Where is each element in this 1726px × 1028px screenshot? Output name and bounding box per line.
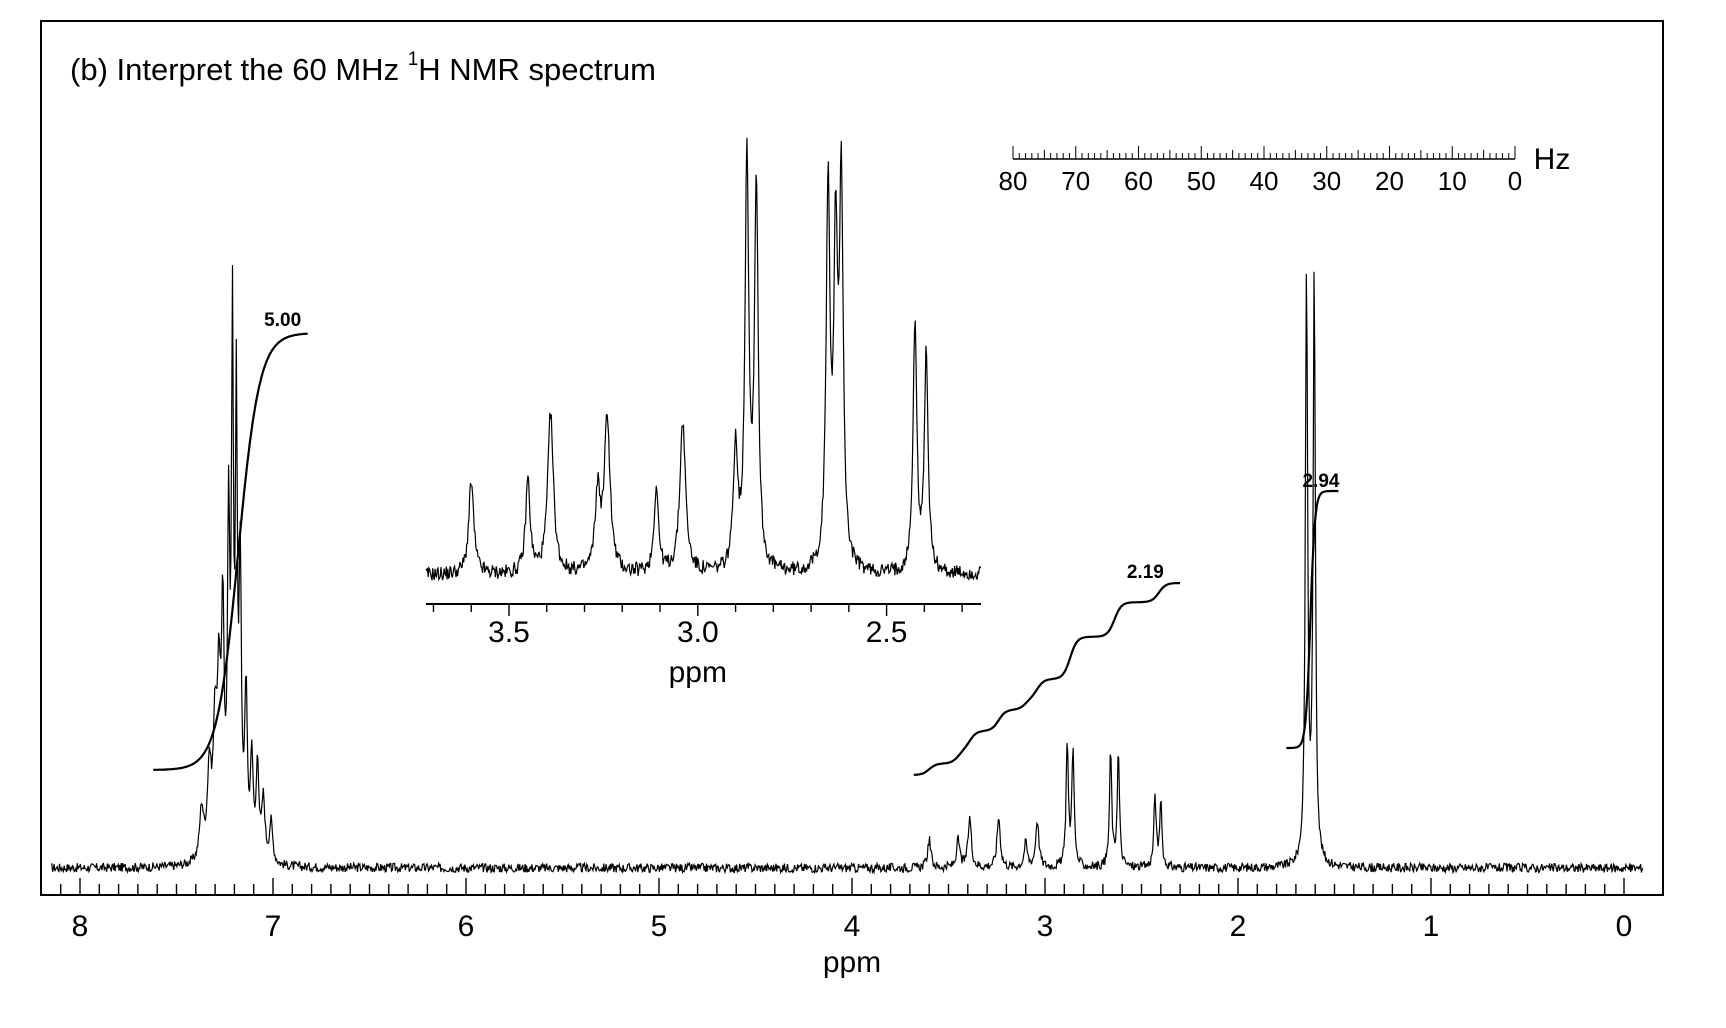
x-tick-label: 5 — [651, 910, 668, 943]
integral-label: 2.94 — [1302, 471, 1339, 492]
hz-tick-label: 0 — [1508, 166, 1522, 196]
main-integrals: 5.00 2.19 2.94 — [153, 310, 1340, 776]
integral-curve — [153, 332, 308, 771]
hz-tick-label: 80 — [999, 166, 1028, 196]
x-tick-label: 0 — [1616, 910, 1633, 943]
plot-frame — [40, 20, 1664, 896]
inset-tick-label: 3.5 — [488, 616, 530, 649]
integral-curve — [1286, 489, 1339, 750]
hz-tick-label: 20 — [1375, 166, 1404, 196]
figure-title: (b) Interpret the 60 MHz 1H NMR spectrum — [70, 48, 656, 88]
hz-tick-label: 40 — [1250, 166, 1279, 196]
hz-tick-label: 10 — [1438, 166, 1467, 196]
integral-label: 2.19 — [1127, 562, 1164, 583]
title-prefix: (b) Interpret the 60 MHz — [70, 52, 408, 87]
x-tick-label: 3 — [1037, 910, 1054, 943]
x-tick-label: 2 — [1230, 910, 1247, 943]
x-tick-label: 8 — [72, 910, 89, 943]
integral-curve — [913, 581, 1181, 776]
hz-unit-label: Hz — [1534, 143, 1571, 176]
x-axis-title: ppm — [823, 946, 881, 979]
hz-tick-label: 60 — [1124, 166, 1153, 196]
integral-label: 5.00 — [264, 310, 301, 331]
title-superscript: 1 — [407, 48, 419, 70]
hz-tick-label: 70 — [1061, 166, 1090, 196]
hz-tick-label: 30 — [1312, 166, 1341, 196]
inset-expansion: 3.5 3.0 2.5 ppm — [425, 137, 982, 689]
x-tick-label: 6 — [458, 910, 475, 943]
hz-tick-label: 50 — [1187, 166, 1216, 196]
inset-tick-label: 3.0 — [677, 616, 719, 649]
x-tick-label: 4 — [844, 910, 861, 943]
main-spectrum — [50, 265, 1644, 875]
title-suffix: H NMR spectrum — [418, 52, 656, 87]
inset-tick-label: 2.5 — [866, 616, 908, 649]
x-tick-label: 7 — [265, 910, 282, 943]
inset-spectrum-line — [425, 137, 982, 582]
hz-scale: 80 70 60 50 40 30 20 10 0 Hz — [999, 143, 1571, 196]
inset-axis-title: ppm — [669, 656, 727, 689]
main-x-axis: 8 7 6 5 4 3 2 1 0 ppm — [60, 878, 1633, 979]
x-tick-label: 1 — [1423, 910, 1440, 943]
spectrum-line — [50, 265, 1644, 875]
